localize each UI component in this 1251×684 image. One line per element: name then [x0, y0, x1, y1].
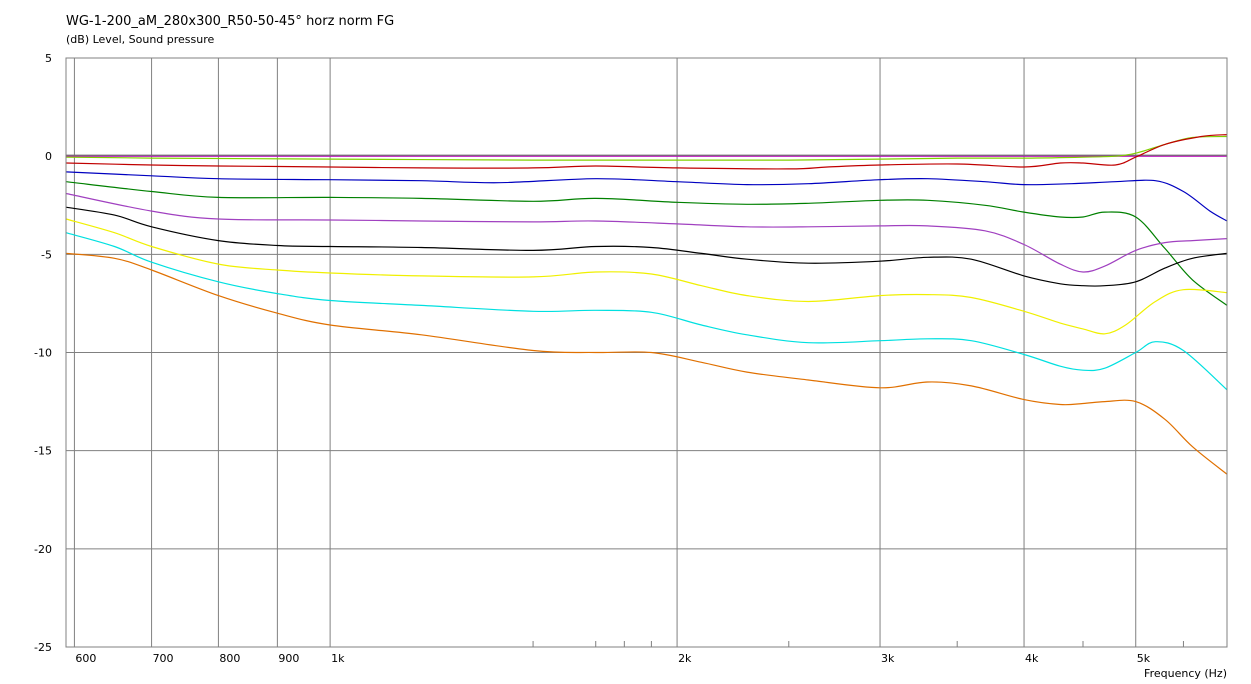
x-tick-label: 900 — [278, 652, 299, 665]
y-tick-label: -5 — [41, 248, 52, 261]
series-line — [65, 252, 1228, 475]
y-tick-label: -10 — [34, 347, 52, 360]
y-tick-label: 5 — [45, 52, 52, 65]
y-tick-label: 0 — [45, 150, 52, 163]
x-tick-label: 3k — [881, 652, 895, 665]
series-line — [65, 206, 1228, 287]
series-line — [65, 192, 1228, 273]
series-layer — [65, 134, 1228, 475]
y-tick-label: -25 — [34, 641, 52, 654]
x-axis-label: Frequency (Hz) — [1144, 667, 1227, 680]
y-axis-label: (dB) Level, Sound pressure — [66, 33, 215, 46]
series-line — [65, 232, 1228, 391]
x-tick-label: 4k — [1025, 652, 1039, 665]
series-line — [65, 171, 1228, 222]
x-tick-label: 5k — [1137, 652, 1151, 665]
x-tick-label: 600 — [75, 652, 96, 665]
plot-frame — [65, 57, 1228, 648]
y-tick-label: -20 — [34, 543, 52, 556]
x-tick-label: 800 — [219, 652, 240, 665]
series-line — [65, 134, 1228, 170]
series-line — [65, 135, 1228, 161]
tick-label-layer: 5 0 -5 -10 -15 -20 -25 600 700 800 900 1k 2k 3k 4k 5k — [34, 52, 1151, 665]
series-line — [65, 181, 1228, 306]
x-tick-label: 700 — [153, 652, 174, 665]
chart-title: WG-1-200_aM_280x300_R50-50-45° horz norm… — [66, 14, 395, 29]
series-line — [65, 218, 1228, 335]
y-tick-label: -15 — [34, 445, 52, 458]
x-tick-label: 2k — [678, 652, 692, 665]
x-tick-label: 1k — [331, 652, 345, 665]
